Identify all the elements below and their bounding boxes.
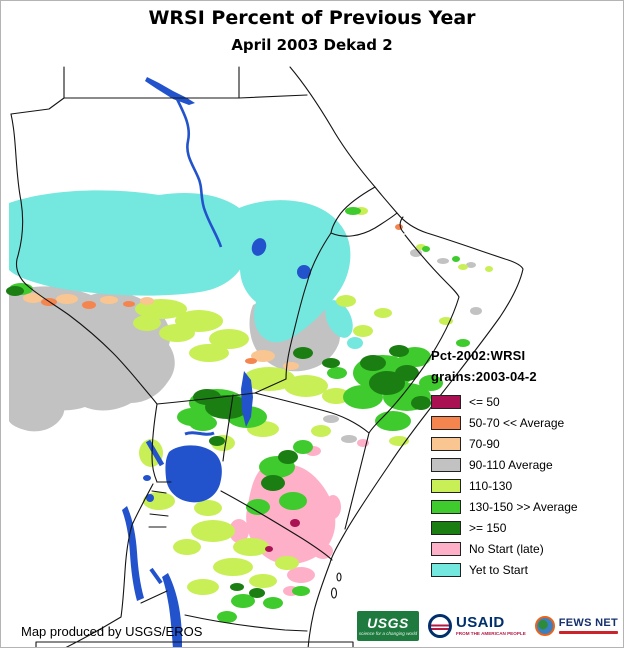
below-average-light-specks — [23, 293, 299, 370]
average-region-west — [9, 286, 175, 411]
lake-tanganyika — [122, 506, 144, 601]
rwanda-burundi-borders — [148, 490, 169, 528]
usaid-logo: USAID FROM THE AMERICAN PEOPLE — [428, 614, 526, 638]
legend-label: 70-90 — [469, 436, 500, 451]
lake-rukwa — [149, 567, 163, 585]
legend-swatch — [431, 457, 461, 472]
legend-title: Pct-2002:WRSI — [431, 348, 526, 363]
lake-kivu — [146, 494, 154, 502]
yet-to-start-tongue — [325, 300, 353, 338]
coastline — [289, 66, 524, 647]
scalebar-frame — [35, 641, 354, 647]
west-borders — [10, 113, 158, 405]
logo-row: USGS science for a changing world USAID … — [357, 611, 618, 641]
legend-swatch — [431, 436, 461, 451]
usaid-seal-icon — [428, 614, 452, 638]
lake-turkana — [241, 371, 253, 427]
legend-label: 50-70 << Average — [469, 415, 565, 430]
fewsnet-globe-icon — [534, 616, 555, 636]
legend-item: 110-130 — [431, 475, 623, 496]
page-subtitle: April 2003 Dekad 2 — [231, 36, 393, 54]
fewsnet-red-bar — [558, 631, 618, 634]
usgs-logo: USGS science for a changing world — [357, 611, 419, 641]
legend-label: >= 150 — [469, 520, 507, 535]
legend-item: No Start (late) — [431, 538, 623, 559]
lake-tana — [297, 265, 311, 279]
legend-swatch — [431, 541, 461, 556]
lake-albert — [145, 439, 165, 467]
legend-item: 50-70 << Average — [431, 412, 623, 433]
tanzania-north-borders — [156, 481, 333, 561]
legend-item: >= 150 — [431, 517, 623, 538]
raster-layer — [6, 190, 493, 623]
borders-layer — [10, 66, 524, 647]
south-borders — [65, 483, 308, 647]
well-above-average-patches — [6, 286, 431, 598]
lake-victoria — [165, 445, 222, 503]
fewsnet-logo: FEWS NET — [534, 616, 618, 636]
legend-label: 110-130 — [469, 478, 513, 493]
average-specks — [323, 249, 482, 443]
legend-swatch — [431, 562, 461, 577]
page-title: WRSI Percent of Previous Year — [148, 7, 476, 29]
kenya-uganda-sudan-borders — [151, 378, 370, 483]
somalia-borders — [344, 216, 460, 530]
much-below-average-specks — [265, 519, 300, 552]
yet-to-start-band-east — [228, 200, 351, 343]
khashm-el-girba-reservoir — [251, 238, 267, 256]
usgs-wordmark: USGS — [367, 615, 409, 631]
nile-river — [175, 98, 223, 248]
usaid-wordmark: USAID — [456, 614, 505, 632]
usaid-tagline: FROM THE AMERICAN PEOPLE — [456, 631, 526, 637]
legend-swatch — [431, 394, 461, 409]
legend-item: 90-110 Average — [431, 454, 623, 475]
average-region-southwest — [9, 372, 65, 432]
zanzibar-island — [330, 587, 338, 599]
legend-label: <= 50 — [469, 394, 500, 409]
legend-subtitle: grains:2003-04-2 — [431, 369, 537, 384]
legend-item: <= 50 — [431, 391, 623, 412]
legend-item: 130-150 >> Average — [431, 496, 623, 517]
legend-swatch — [431, 478, 461, 493]
lake-kyoga — [184, 431, 215, 436]
fewsnet-wordmark: FEWS NET — [558, 617, 618, 629]
legend-label: Yet to Start — [469, 562, 528, 577]
pemba-island — [336, 572, 342, 582]
lake-edward — [143, 475, 151, 481]
north-borders — [10, 66, 308, 115]
legend-item: Yet to Start — [431, 559, 623, 580]
legend-item: 70-90 — [431, 433, 623, 454]
map-legend: Pct-2002:WRSI grains:2003-04-2 <= 50 50-… — [431, 349, 623, 580]
legend-label: 90-110 Average — [469, 457, 553, 472]
legend-swatch — [431, 499, 461, 514]
lake-nasser — [145, 77, 195, 105]
legend-label: No Start (late) — [469, 541, 544, 556]
eritrea-ethiopia-borders — [285, 186, 398, 380]
credit-text: Map produced by USGS/EROS — [21, 624, 203, 639]
above-average-light-patches — [133, 207, 493, 595]
legend-label: 130-150 >> Average — [469, 499, 578, 514]
legend-swatch — [431, 520, 461, 535]
legend-swatch — [431, 415, 461, 430]
yet-to-start-band-west — [9, 190, 251, 296]
usgs-tagline: science for a changing world — [358, 631, 418, 636]
